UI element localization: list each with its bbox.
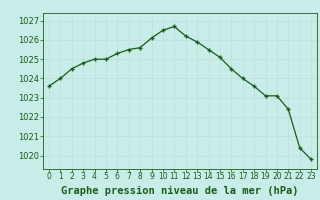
X-axis label: Graphe pression niveau de la mer (hPa): Graphe pression niveau de la mer (hPa) <box>61 186 299 196</box>
